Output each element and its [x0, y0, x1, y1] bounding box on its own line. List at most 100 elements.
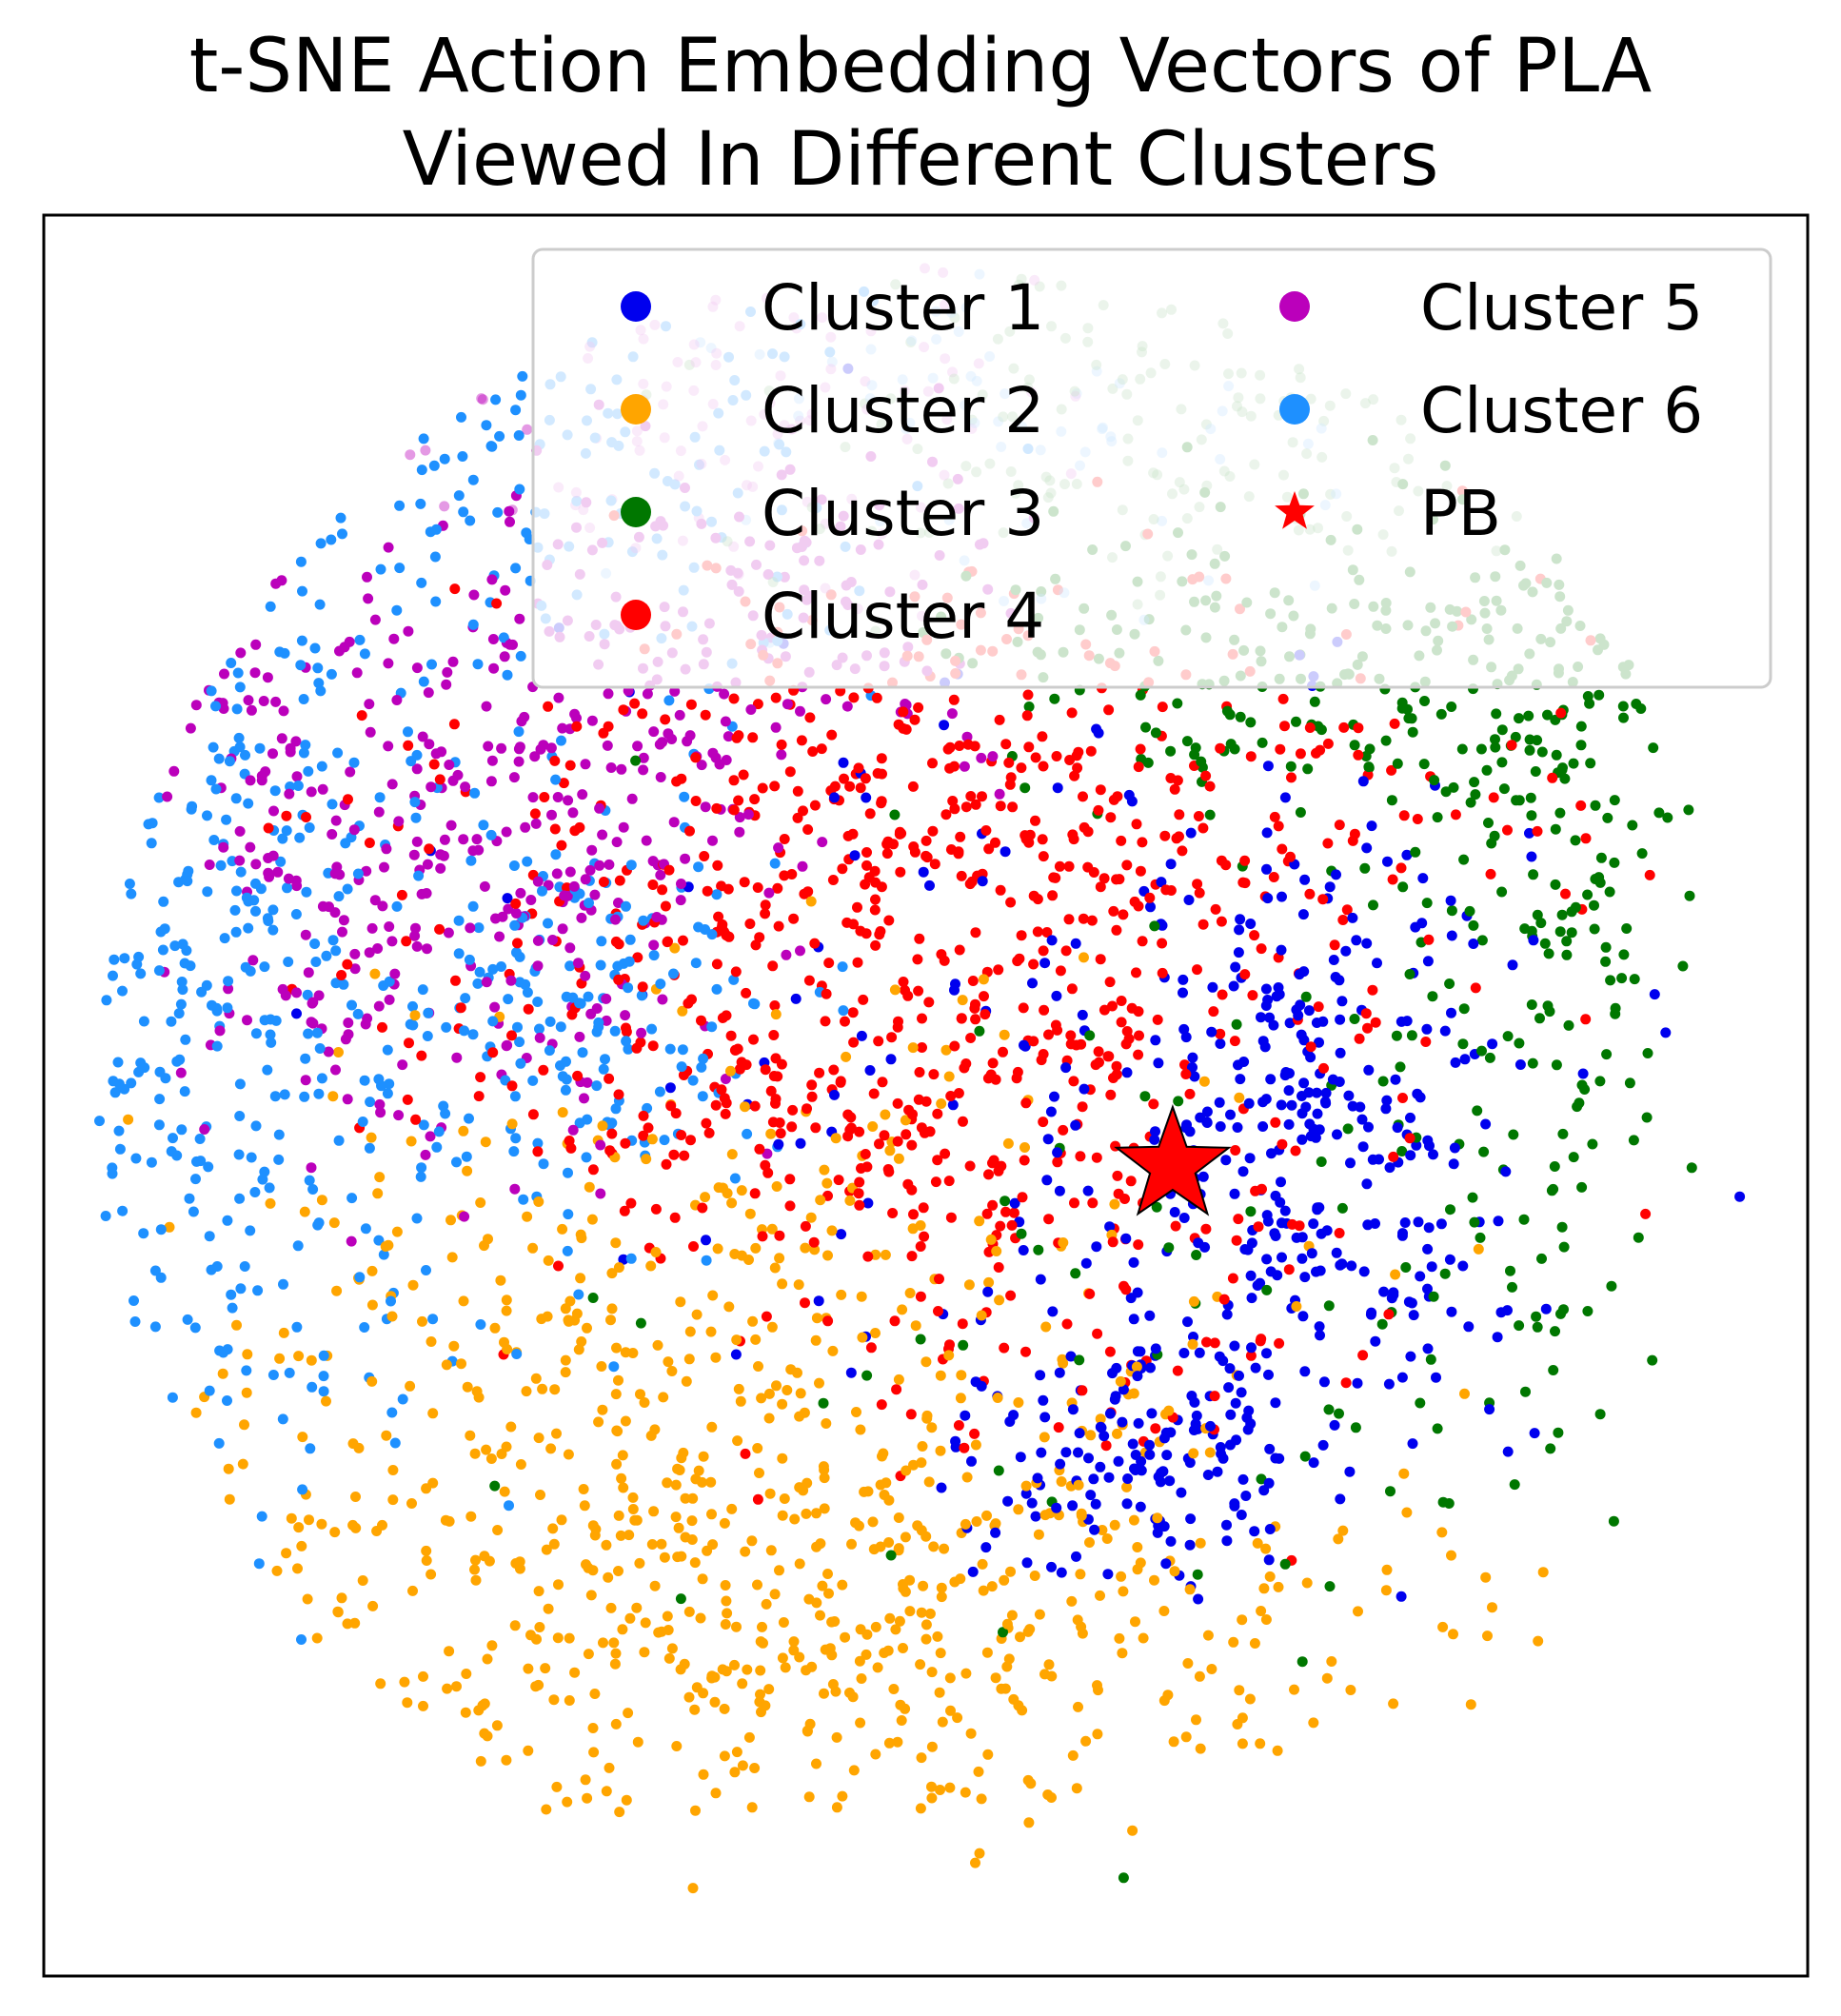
data-point-cluster-1 [1216, 1448, 1227, 1459]
data-point-cluster-2 [1333, 1533, 1344, 1545]
data-point-cluster-6 [243, 896, 254, 907]
data-point-cluster-5 [501, 826, 512, 838]
data-point-cluster-1 [1524, 827, 1534, 839]
data-point-cluster-2 [898, 1643, 908, 1653]
data-point-cluster-3 [1172, 698, 1183, 709]
data-point-cluster-2 [780, 1662, 791, 1673]
data-point-cluster-2 [710, 1788, 722, 1799]
data-point-cluster-4 [685, 1135, 696, 1146]
data-point-cluster-1 [1117, 1416, 1128, 1428]
data-point-cluster-2 [656, 1538, 667, 1550]
data-point-cluster-4 [1210, 903, 1221, 915]
data-point-cluster-3 [1558, 1241, 1570, 1253]
data-point-cluster-1 [1223, 1382, 1235, 1393]
data-point-cluster-3 [1587, 1138, 1598, 1150]
data-point-cluster-2 [442, 1683, 453, 1694]
data-point-cluster-4 [1180, 1069, 1192, 1079]
data-point-cluster-2 [564, 1632, 575, 1644]
data-point-cluster-4 [886, 1032, 898, 1043]
data-point-cluster-6 [253, 1558, 265, 1570]
data-point-cluster-2 [458, 1125, 469, 1136]
data-point-cluster-2 [1291, 1301, 1302, 1312]
data-point-cluster-4 [676, 1130, 687, 1140]
data-point-cluster-3 [1550, 1326, 1560, 1337]
chart-title-line-1: t-SNE Action Embedding Vectors of PLA [189, 24, 1653, 109]
data-point-cluster-5 [611, 837, 623, 848]
data-point-cluster-2 [306, 1354, 317, 1366]
data-point-cluster-2 [1264, 1571, 1276, 1582]
data-point-cluster-5 [383, 741, 394, 752]
data-point-cluster-6 [250, 905, 261, 917]
data-point-cluster-4 [770, 692, 782, 703]
data-point-cluster-5 [372, 943, 384, 954]
data-point-cluster-4 [1135, 865, 1146, 877]
data-point-cluster-2 [920, 1633, 932, 1645]
data-point-cluster-2 [926, 1781, 937, 1792]
data-point-cluster-1 [1351, 935, 1362, 946]
data-point-cluster-1 [1145, 901, 1156, 913]
data-point-cluster-2 [620, 1415, 631, 1427]
data-point-cluster-1 [1291, 1232, 1302, 1243]
data-point-cluster-4 [955, 831, 966, 842]
data-point-cluster-5 [349, 948, 361, 959]
data-point-cluster-4 [450, 975, 461, 986]
data-point-cluster-4 [861, 860, 872, 871]
data-point-cluster-5 [270, 696, 282, 707]
data-point-cluster-2 [123, 1114, 134, 1125]
data-point-cluster-6 [301, 886, 312, 898]
data-point-cluster-6 [333, 1135, 345, 1146]
data-point-cluster-2 [1017, 1705, 1028, 1716]
data-point-cluster-4 [928, 1069, 940, 1080]
data-point-cluster-2 [557, 1223, 568, 1235]
data-point-cluster-6 [173, 877, 185, 888]
data-point-cluster-6 [441, 1021, 452, 1033]
data-point-cluster-1 [1463, 1321, 1475, 1333]
data-point-cluster-2 [963, 1279, 975, 1291]
data-point-cluster-4 [802, 1103, 812, 1115]
data-point-cluster-2 [691, 1682, 703, 1693]
data-point-cluster-5 [514, 613, 525, 624]
data-point-cluster-4 [877, 1077, 888, 1088]
data-point-cluster-4 [1287, 1218, 1297, 1230]
data-point-cluster-2 [761, 1598, 772, 1610]
data-point-cluster-6 [250, 878, 261, 889]
data-point-cluster-6 [574, 1117, 585, 1129]
data-point-cluster-3 [1618, 949, 1630, 960]
data-point-cluster-3 [1439, 1268, 1451, 1279]
data-point-cluster-2 [670, 1512, 682, 1523]
data-point-cluster-2 [525, 1630, 536, 1641]
data-point-cluster-2 [1228, 1636, 1239, 1648]
data-point-cluster-5 [545, 742, 557, 754]
data-point-cluster-2 [632, 1736, 643, 1748]
data-point-cluster-2 [1459, 1388, 1470, 1399]
data-point-cluster-3 [1470, 789, 1481, 800]
data-point-cluster-1 [1039, 1412, 1051, 1423]
data-point-cluster-2 [1206, 1664, 1217, 1674]
data-point-cluster-6 [226, 1289, 237, 1300]
data-point-cluster-3 [1508, 1129, 1519, 1140]
data-point-cluster-5 [361, 865, 372, 877]
data-point-cluster-2 [316, 1518, 327, 1530]
data-point-cluster-5 [602, 740, 613, 751]
data-point-cluster-6 [292, 1240, 304, 1252]
data-point-cluster-3 [1686, 1162, 1697, 1174]
data-point-cluster-4 [1032, 926, 1043, 938]
data-point-cluster-1 [1225, 1109, 1236, 1120]
data-point-cluster-2 [695, 1612, 706, 1624]
data-point-cluster-2 [495, 1275, 506, 1286]
data-point-cluster-3 [1575, 721, 1587, 732]
data-point-cluster-2 [794, 1411, 805, 1422]
data-point-cluster-2 [1345, 1685, 1356, 1695]
data-point-cluster-4 [632, 952, 643, 963]
data-point-cluster-5 [408, 849, 420, 860]
data-point-cluster-2 [1260, 1614, 1272, 1625]
data-point-cluster-5 [377, 900, 388, 912]
data-point-cluster-4 [768, 1030, 780, 1040]
data-point-cluster-6 [460, 993, 471, 1004]
data-point-cluster-4 [1532, 825, 1543, 837]
data-point-cluster-2 [1169, 1566, 1180, 1577]
data-point-cluster-2 [502, 1344, 513, 1354]
data-point-cluster-4 [1160, 884, 1172, 896]
data-point-cluster-2 [575, 1273, 586, 1284]
data-point-cluster-4 [1247, 990, 1258, 1001]
